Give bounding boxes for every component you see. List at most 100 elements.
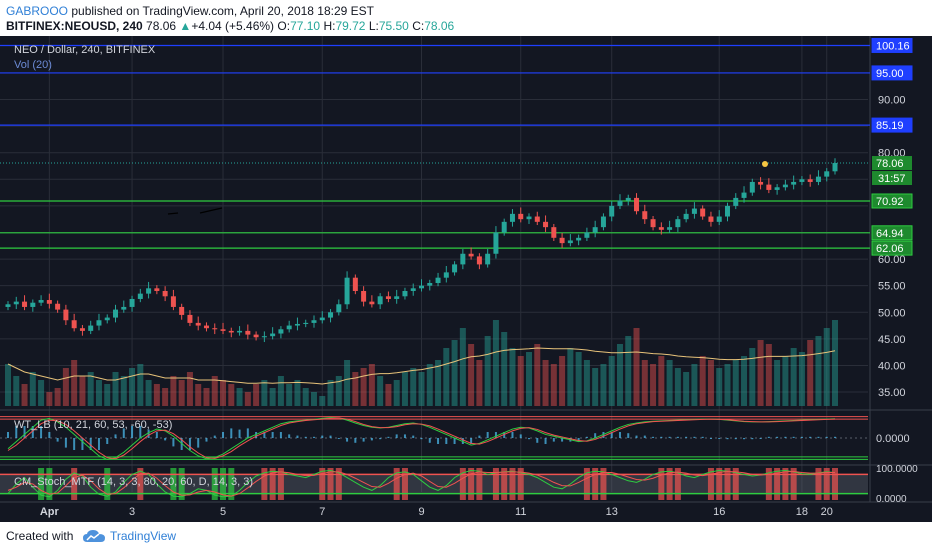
wt-histogram-bar [453, 438, 456, 444]
volume-bar [807, 340, 814, 406]
volume-bar [625, 336, 632, 406]
wt-histogram-bar [693, 436, 696, 438]
candle-body [559, 237, 565, 244]
level-label: 62.06 [876, 243, 904, 255]
stoch-overbought-bar [600, 468, 607, 500]
volume-bar [765, 344, 772, 406]
chart-canvas[interactable]: 100.16 95.00 85.19 70.92 64.94 62.06 35.00 40.0… [0, 36, 932, 522]
stoch-overbought-bar [517, 468, 524, 500]
stoch-oversold-bar [220, 468, 227, 500]
volume-bar [641, 360, 648, 406]
close-value: 78.06 [424, 19, 455, 33]
stoch-overbought-bar [335, 468, 342, 500]
volume-bar [253, 384, 260, 406]
volume-bar [71, 360, 78, 406]
high-label: H: [323, 19, 336, 33]
volume-bar [435, 360, 442, 406]
candle-body [336, 304, 342, 313]
candle-body [543, 221, 549, 228]
candle-body [179, 306, 185, 315]
wt-histogram-bar [470, 438, 473, 444]
candle-body [203, 325, 209, 329]
volume-bar [501, 332, 508, 406]
wt-histogram-bar [792, 436, 795, 438]
volume-bar [823, 328, 830, 406]
wt-histogram-bar [288, 434, 291, 438]
candle-body [22, 301, 28, 307]
wt-histogram-bar [585, 436, 588, 438]
candle-body [137, 293, 143, 299]
volume-bar [757, 340, 764, 406]
volume-bar [385, 384, 392, 406]
wt-histogram-bar [197, 438, 200, 448]
price-tick-label: 45.00 [878, 334, 906, 346]
time-tick-label: 16 [713, 506, 725, 518]
stoch-overbought-bar [327, 468, 334, 500]
time-axis: Apr 3 5 7 9 11 13 16 18 20 [40, 506, 833, 518]
volume-bar [261, 380, 268, 406]
candle-body [584, 232, 590, 238]
volume-bar [583, 360, 590, 406]
stoch-overbought-bar [501, 468, 508, 500]
candle-body [658, 227, 664, 230]
last-price: 78.06 [146, 19, 177, 33]
open-value: 77.10 [290, 19, 321, 33]
candle-body [369, 301, 375, 305]
wt-histogram-bar [412, 435, 415, 438]
volume-indicator-label: Vol (20) [14, 59, 52, 71]
volume-bar [54, 388, 61, 406]
volume-bar [443, 348, 450, 406]
volume-bar [401, 372, 408, 406]
wt-histogram-bar [346, 438, 349, 442]
candle-body [113, 309, 119, 318]
wt-histogram-bar [64, 438, 67, 448]
candle-body [691, 208, 697, 214]
stoch-overbought-bar [319, 468, 326, 500]
chart-header: GABROOO published on TradingView.com, Ap… [0, 0, 932, 36]
wt-histogram-bar [726, 438, 729, 440]
author-link[interactable]: GABROOO [6, 4, 69, 18]
volume-bar [550, 364, 557, 406]
marker-dot [762, 161, 768, 167]
wt-histogram-bar [652, 436, 655, 438]
wt-histogram-bar [767, 436, 770, 438]
candle-body [758, 181, 764, 185]
candle-body [303, 322, 309, 324]
wt-histogram-bar [618, 432, 621, 438]
wt-line-2 [7, 417, 836, 460]
wt-histogram-bar [610, 432, 613, 438]
countdown-label: 31:57 [878, 173, 906, 185]
change-arrow-icon: ▲ [179, 19, 192, 33]
candle-body [741, 192, 747, 198]
volume-bar [608, 356, 615, 406]
candle-body [683, 213, 689, 220]
candle-body [402, 290, 408, 297]
candle-body [807, 179, 813, 182]
wt-histogram-bar [279, 432, 282, 438]
volume-bar [600, 364, 607, 406]
volume-bar [5, 364, 11, 406]
candle-body [38, 300, 44, 303]
candle-body [245, 330, 251, 335]
volume-bar [38, 380, 45, 406]
stoch-overbought-bar [782, 468, 789, 500]
candle-body [824, 171, 830, 177]
wt-histogram-bar [312, 436, 315, 438]
candle-body [361, 290, 367, 302]
price-tick-label: 50.00 [878, 307, 906, 319]
candle-body [328, 312, 334, 318]
candle-body [724, 205, 730, 217]
volume-bar [13, 376, 20, 406]
volume-bar [21, 384, 28, 406]
volume-bar [559, 356, 566, 406]
cm-stoch-label: CM_Stoch_MTF (14, 3, 3, 80, 20, 60, D, 1… [14, 476, 253, 488]
wt-histogram-bar [825, 436, 828, 438]
chart-area[interactable]: 100.16 95.00 85.19 70.92 64.94 62.06 35.00 40.0… [0, 36, 932, 522]
wt-histogram-bar [23, 426, 26, 438]
wt-histogram-bar [776, 436, 779, 438]
wt-histogram-bar [503, 432, 506, 438]
tradingview-brand-link[interactable]: TradingView [110, 529, 177, 543]
level-label: 95.00 [876, 68, 904, 80]
candle-body [493, 232, 499, 254]
wt-histogram-bar [834, 436, 836, 438]
